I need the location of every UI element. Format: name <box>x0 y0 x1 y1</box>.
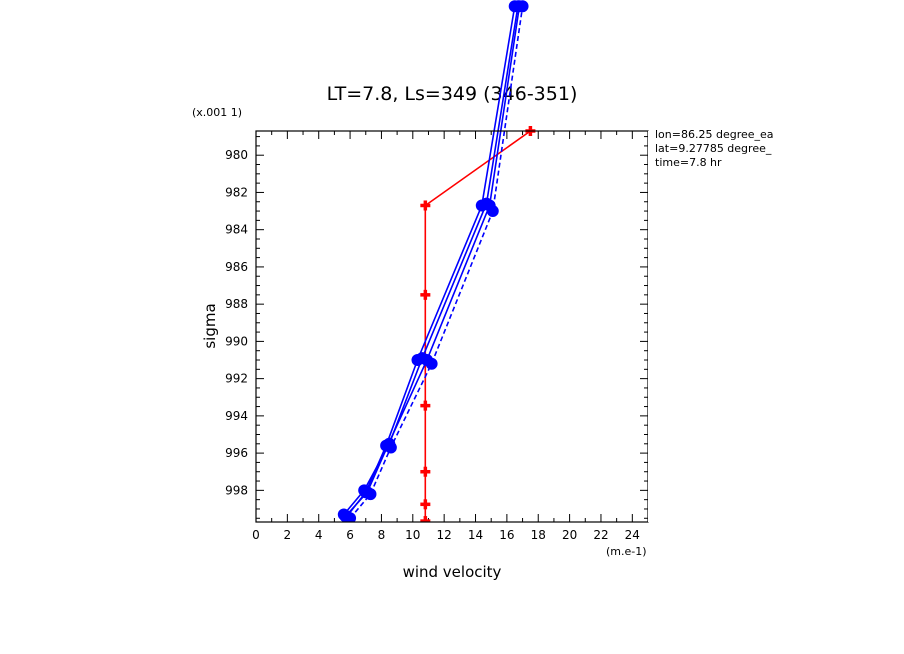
y-tick-label: 980 <box>225 148 248 162</box>
y-tick-label: 984 <box>225 223 248 237</box>
x-tick-label: 4 <box>315 528 323 542</box>
series-4-point <box>511 0 524 13</box>
series-0-point <box>420 499 431 510</box>
series-0-point <box>420 200 431 211</box>
y-scale-label: (x.001 1) <box>192 106 242 119</box>
annotation-mask <box>648 131 904 522</box>
series-layer <box>337 0 536 522</box>
series-0-point <box>420 516 431 522</box>
x-tick-label: 16 <box>499 528 514 542</box>
series-4-point <box>358 484 371 497</box>
series-4-point <box>480 197 493 210</box>
x-tick-label: 20 <box>562 528 577 542</box>
axis-ticks: 0 2 4 6 8 10 12 14 16 18 20 22 249809829849869889909… <box>225 131 649 542</box>
x-tick-label: 10 <box>405 528 420 542</box>
x-axis-label: wind velocity <box>403 563 502 581</box>
series-0-point <box>420 289 431 300</box>
y-tick-label: 996 <box>225 446 248 460</box>
x-tick-label: 6 <box>346 528 354 542</box>
series-0-point <box>420 400 431 411</box>
series-4-point <box>416 352 429 365</box>
annotation-time-overlay: time=7.8 hr <box>655 156 722 169</box>
series-0-point <box>420 466 431 477</box>
series-4-point <box>383 437 396 450</box>
y-tick-label: 994 <box>225 409 248 423</box>
plot-frame <box>255 130 649 523</box>
x-tick-label: 0 <box>252 528 260 542</box>
y-tick-label: 990 <box>225 334 248 348</box>
series-3-point <box>425 357 438 370</box>
x-tick-label: 2 <box>284 528 292 542</box>
x-tick-label: 18 <box>531 528 546 542</box>
series-4-point <box>337 508 350 521</box>
x-tick-label: 12 <box>437 528 452 542</box>
y-tick-label: 998 <box>225 483 248 497</box>
y-tick-label: 982 <box>225 185 248 199</box>
chart-title: LT=7.8, Ls=349 (346-351) <box>327 83 578 105</box>
y-tick-label: 986 <box>225 260 248 274</box>
x-scale-label: (m.e-1) <box>606 545 647 558</box>
annotation-lat-overlay: lat=9.27785 degree_ <box>655 142 772 155</box>
y-axis-label: sigma <box>201 303 219 348</box>
x-tick-label: 14 <box>468 528 483 542</box>
x-tick-label: 8 <box>378 528 386 542</box>
annotation-lon-overlay: lon=86.25 degree_ea <box>655 128 774 141</box>
x-tick-label: 22 <box>593 528 608 542</box>
y-tick-label: 992 <box>225 372 248 386</box>
x-tick-label: 24 <box>625 528 640 542</box>
y-tick-label: 988 <box>225 297 248 311</box>
